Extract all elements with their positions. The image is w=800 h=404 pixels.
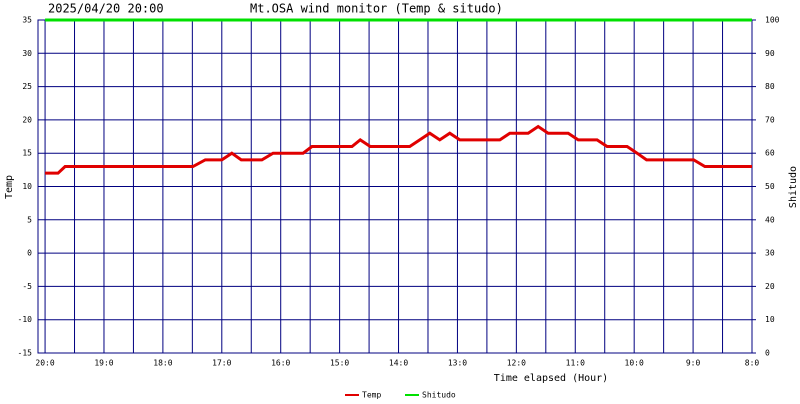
y2-tick-label: 30 bbox=[765, 249, 775, 258]
y-tick-label: 10 bbox=[22, 182, 32, 191]
y-tick-label: -5 bbox=[22, 282, 32, 291]
y2-tick-label: 70 bbox=[765, 115, 775, 124]
y-tick-label: 35 bbox=[22, 16, 32, 25]
timestamp: 2025/04/20 20:00 bbox=[48, 2, 164, 16]
y2-tick-label: 40 bbox=[765, 215, 775, 224]
x-tick-label: 10:0 bbox=[625, 359, 644, 368]
x-tick-label: 15:0 bbox=[330, 359, 349, 368]
y2-tick-label: 20 bbox=[765, 282, 775, 291]
y2-axis-label: Shitudo bbox=[788, 166, 799, 208]
y-tick-label: 25 bbox=[22, 82, 32, 91]
chart-title: Mt.OSA wind monitor (Temp & situdo) bbox=[250, 2, 503, 16]
x-axis-label: Time elapsed (Hour) bbox=[494, 373, 608, 384]
y-tick-label: 30 bbox=[22, 49, 32, 58]
x-tick-label: 9:0 bbox=[686, 359, 701, 368]
y-tick-label: -10 bbox=[18, 315, 33, 324]
y2-tick-label: 0 bbox=[765, 349, 770, 358]
y2-tick-label: 100 bbox=[765, 16, 780, 25]
legend-label: Temp bbox=[362, 391, 381, 400]
x-tick-label: 12:0 bbox=[507, 359, 526, 368]
y-tick-label: 20 bbox=[22, 115, 32, 124]
y2-tick-label: 80 bbox=[765, 82, 775, 91]
x-tick-label: 14:0 bbox=[389, 359, 408, 368]
y2-tick-label: 10 bbox=[765, 315, 775, 324]
y2-tick-label: 90 bbox=[765, 49, 775, 58]
x-tick-label: 20:0 bbox=[35, 359, 54, 368]
x-tick-label: 16:0 bbox=[271, 359, 290, 368]
y-tick-label: 0 bbox=[27, 249, 32, 258]
y2-tick-label: 60 bbox=[765, 149, 775, 158]
y-tick-label: 5 bbox=[27, 215, 32, 224]
x-tick-label: 11:0 bbox=[566, 359, 585, 368]
x-tick-label: 17:0 bbox=[212, 359, 231, 368]
x-tick-label: 8:0 bbox=[745, 359, 760, 368]
y2-tick-label: 50 bbox=[765, 182, 775, 191]
x-tick-label: 13:0 bbox=[448, 359, 467, 368]
x-tick-label: 19:0 bbox=[94, 359, 113, 368]
y-tick-label: 15 bbox=[22, 149, 32, 158]
legend-label: Shitudo bbox=[422, 391, 456, 400]
x-tick-label: 18:0 bbox=[153, 359, 172, 368]
y-axis-label: Temp bbox=[4, 175, 15, 199]
y-tick-label: -15 bbox=[18, 349, 33, 358]
series-line bbox=[45, 124, 752, 175]
